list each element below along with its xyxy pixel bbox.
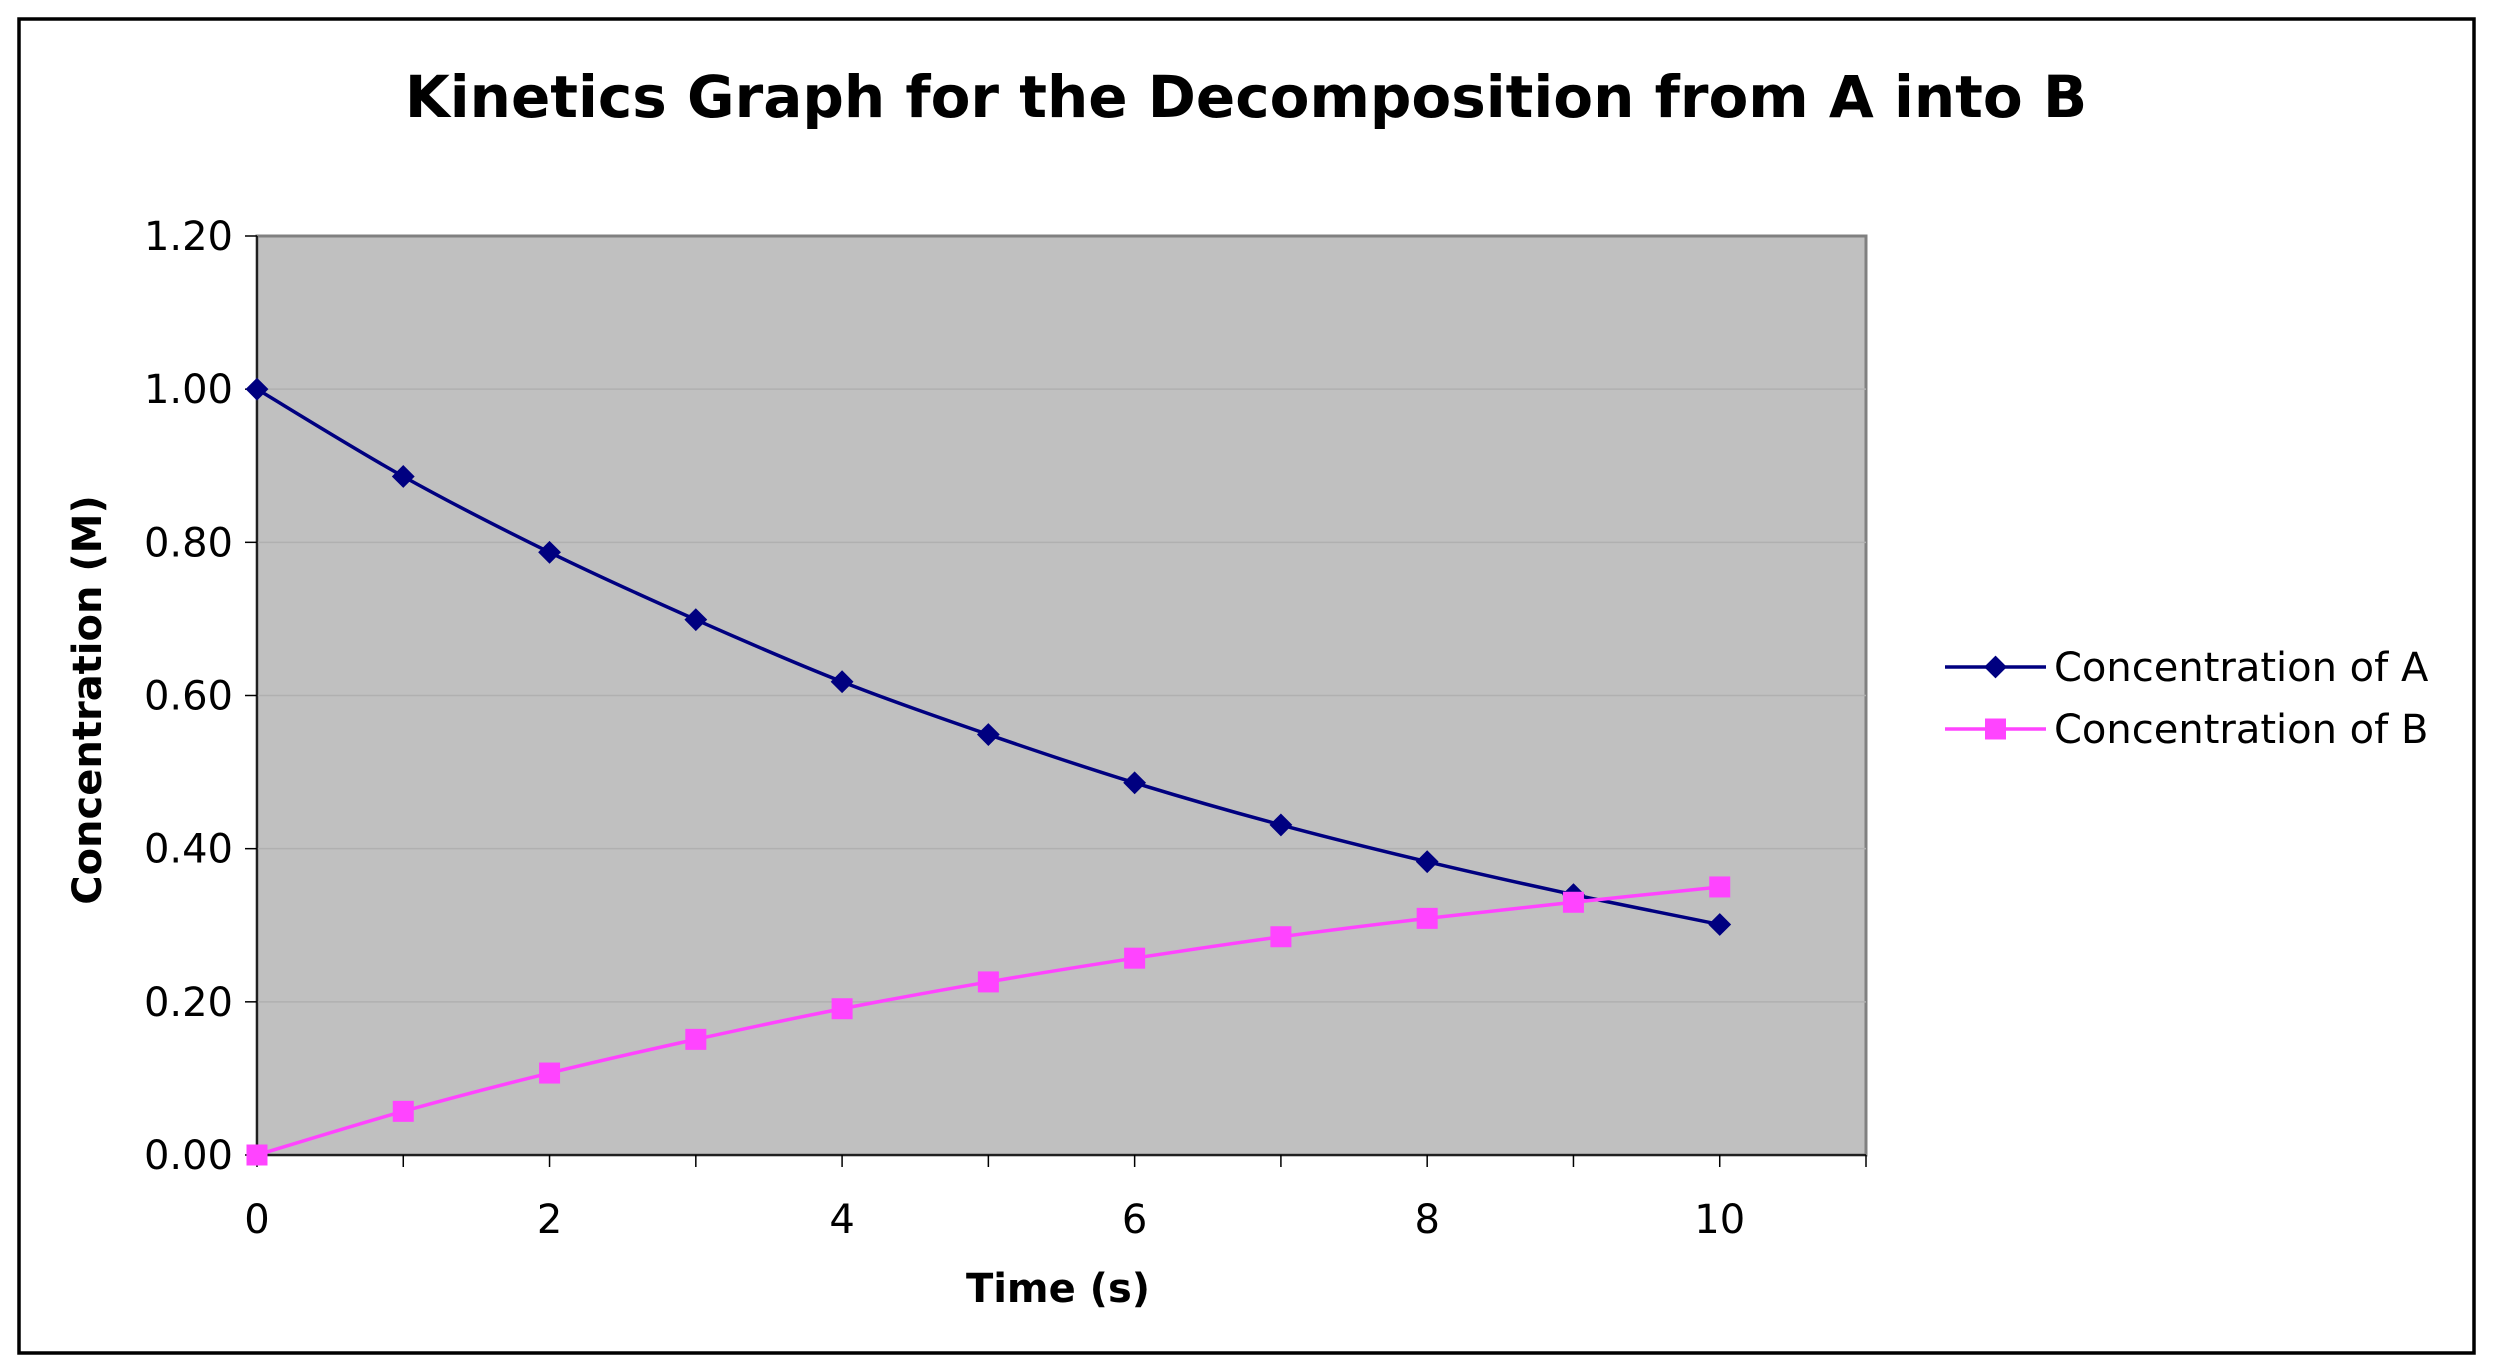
x-tick-label-3: 6 — [1122, 1197, 1147, 1243]
y-tick-label-0: 0.00 — [144, 1133, 233, 1179]
series-0-point-0 — [245, 377, 269, 401]
series-0-point-4 — [830, 670, 854, 694]
series-1-point-6 — [1124, 947, 1146, 969]
legend-label-1: Concentration of B — [2054, 707, 2428, 753]
y-tick-label-2: 0.40 — [144, 827, 233, 873]
x-tick-label-4: 8 — [1414, 1197, 1439, 1243]
marker-layer — [245, 377, 1732, 1166]
series-1-point-5 — [977, 971, 999, 993]
series-0-point-10 — [1708, 913, 1732, 936]
legend-label-0: Concentration of A — [2054, 645, 2429, 691]
series-1-point-3 — [685, 1028, 707, 1050]
series-0-point-7 — [1269, 813, 1293, 837]
legend: Concentration of A Concentration of B — [1945, 645, 2429, 753]
series-0-point-3 — [684, 608, 708, 632]
chart-title: Kinetics Graph for the Decomposition fro… — [405, 63, 2087, 131]
x-tick-label-1: 2 — [537, 1197, 562, 1243]
series-0-point-6 — [1123, 771, 1147, 795]
series-0-point-1 — [391, 465, 415, 488]
x-axis-title: Time (s) — [966, 1266, 1150, 1312]
series-1-point-0 — [246, 1144, 268, 1166]
series-1-point-7 — [1270, 926, 1292, 948]
x-tick-label-5: 10 — [1694, 1197, 1745, 1243]
gridlines — [257, 388, 1866, 1003]
x-tick-label-0: 0 — [244, 1197, 269, 1243]
x-tick-label-2: 4 — [829, 1197, 854, 1243]
y-tick-label-1: 0.20 — [144, 980, 233, 1026]
y-tick-label-4: 0.80 — [144, 520, 233, 566]
series-0-point-5 — [976, 723, 1000, 746]
legend-marker-1 — [1985, 718, 2006, 740]
series-1-point-1 — [392, 1100, 414, 1122]
series-0-point-2 — [538, 540, 561, 564]
series-1-point-2 — [539, 1062, 561, 1084]
series-1-point-9 — [1562, 891, 1584, 913]
legend-marker-0 — [1984, 655, 2007, 679]
series-1-point-10 — [1709, 876, 1731, 898]
y-tick-label-5: 1.00 — [144, 367, 233, 413]
y-tick-label-6: 1.20 — [144, 214, 233, 260]
series-1-point-8 — [1416, 907, 1438, 929]
y-tick-label-3: 0.60 — [144, 674, 233, 720]
y-axis-title: Concentration (M) — [65, 495, 111, 905]
series-0-point-8 — [1415, 850, 1439, 874]
series-1-point-4 — [831, 998, 853, 1020]
axes: 0.00 0.20 0.40 0.60 0.80 1.00 1.20 0 2 4 6 8 10 — [144, 214, 1867, 1243]
